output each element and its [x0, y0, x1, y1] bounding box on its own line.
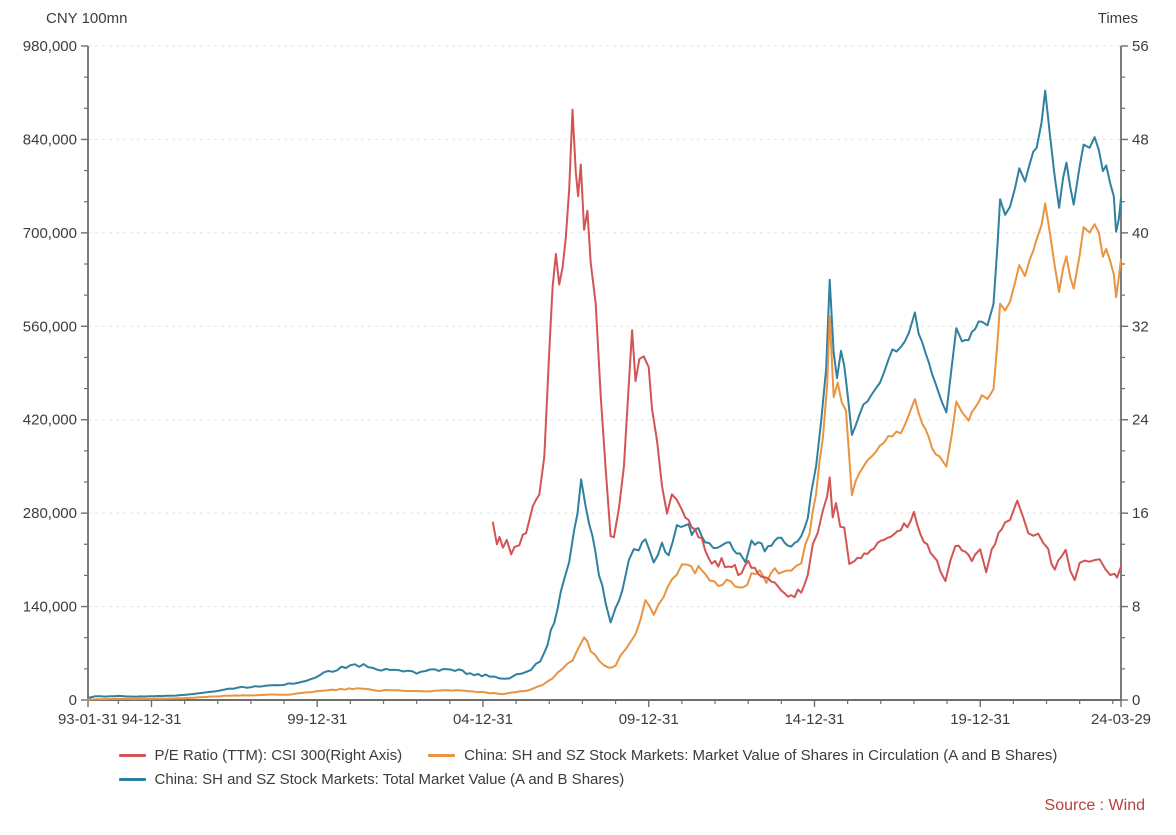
svg-text:24-03-29: 24-03-29: [1091, 711, 1151, 728]
svg-text:420,000: 420,000: [23, 412, 77, 429]
svg-text:48: 48: [1132, 131, 1149, 148]
circulation-value-line-swatch: [428, 754, 456, 757]
svg-text:94-12-31: 94-12-31: [121, 711, 181, 728]
right-axis-title: Times: [1097, 10, 1138, 27]
legend: P/E Ratio (TTM): CSI 300(Right Axis) Chi…: [0, 747, 1176, 788]
svg-text:32: 32: [1132, 318, 1149, 335]
svg-text:04-12-31: 04-12-31: [453, 711, 513, 728]
svg-text:09-12-31: 09-12-31: [619, 711, 679, 728]
svg-text:840,000: 840,000: [23, 131, 77, 148]
svg-text:93-01-31: 93-01-31: [58, 711, 118, 728]
legend-item-circulation-value: China: SH and SZ Stock Markets: Market V…: [428, 747, 1057, 764]
legend-label-pe-ratio: P/E Ratio (TTM): CSI 300(Right Axis): [154, 747, 403, 764]
svg-text:980,000: 980,000: [23, 38, 77, 55]
svg-text:140,000: 140,000: [23, 599, 77, 616]
svg-text:0: 0: [1132, 692, 1140, 709]
legend-label-total-value: China: SH and SZ Stock Markets: Total Ma…: [154, 771, 625, 788]
svg-text:16: 16: [1132, 505, 1149, 522]
svg-text:56: 56: [1132, 38, 1149, 55]
svg-text:0: 0: [69, 692, 77, 709]
svg-text:99-12-31: 99-12-31: [287, 711, 347, 728]
svg-text:14-12-31: 14-12-31: [784, 711, 844, 728]
pe-ratio-line-swatch: [118, 754, 146, 757]
left-axis-title: CNY 100mn: [46, 10, 128, 27]
svg-text:24: 24: [1132, 412, 1149, 429]
svg-text:8: 8: [1132, 599, 1140, 616]
total-value-line-swatch: [118, 778, 146, 781]
legend-item-pe-ratio: P/E Ratio (TTM): CSI 300(Right Axis): [118, 747, 403, 764]
svg-text:19-12-31: 19-12-31: [950, 711, 1010, 728]
svg-text:40: 40: [1132, 225, 1149, 242]
source-label: Source : Wind: [1044, 797, 1145, 814]
svg-text:280,000: 280,000: [23, 505, 77, 522]
svg-text:560,000: 560,000: [23, 318, 77, 335]
plot-area: 0 0 140,000 8 280,000 16 420,000 24 560,000 32 700…: [23, 38, 1151, 728]
svg-text:700,000: 700,000: [23, 225, 77, 242]
legend-label-circulation-value: China: SH and SZ Stock Markets: Market V…: [464, 747, 1058, 764]
legend-item-total-value: China: SH and SZ Stock Markets: Total Ma…: [118, 771, 625, 788]
